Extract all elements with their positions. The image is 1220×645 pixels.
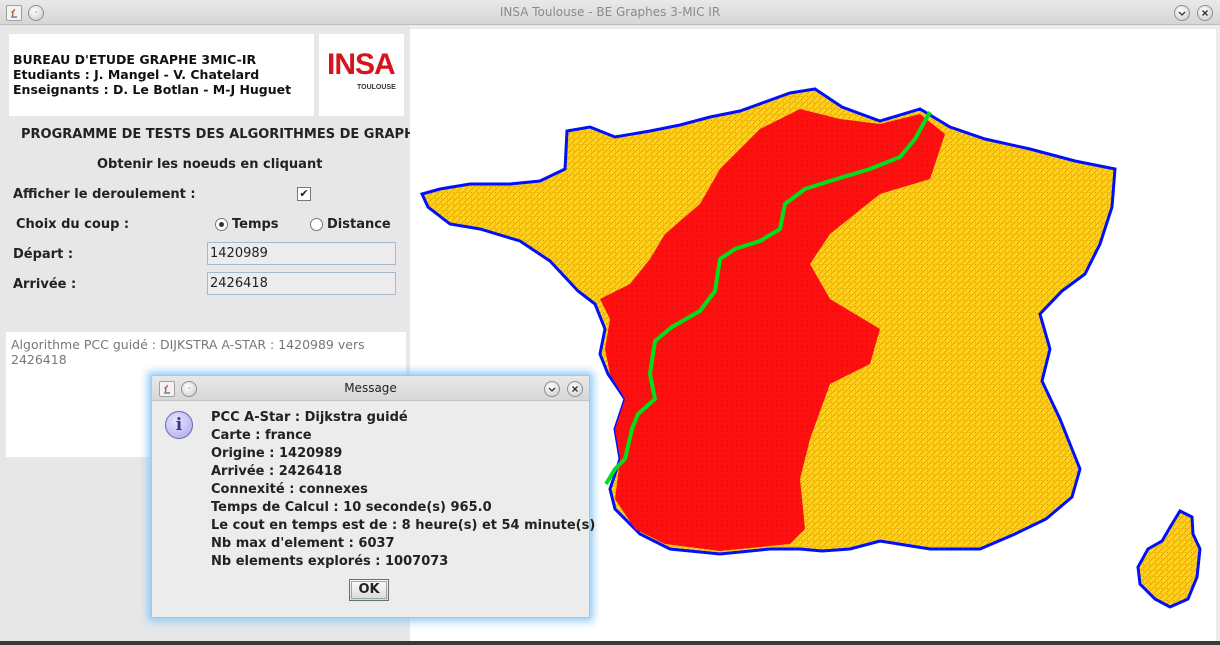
window-menu-button[interactable]: · <box>28 5 44 21</box>
checkmark-icon: ✔ <box>299 187 309 200</box>
msg-line-max-elements: Nb max d'element : 6037 <box>211 536 395 551</box>
program-title: PROGRAMME DE TESTS DES ALGORITHMES DE GR… <box>21 127 424 142</box>
chevron-down-icon <box>1178 11 1186 16</box>
radio-temps-label[interactable]: Temps <box>232 217 279 232</box>
radio-distance[interactable] <box>310 218 323 231</box>
dot-icon: · <box>187 383 191 394</box>
logo-subtext: TOULOUSE <box>357 84 396 91</box>
header-text: BUREAU D'ETUDE GRAPHE 3MIC-IR Etudiants … <box>13 52 291 97</box>
dialog-titlebar[interactable]: · Message <box>152 376 589 401</box>
close-icon <box>1202 10 1208 16</box>
dot-icon: · <box>34 7 38 18</box>
java-app-icon[interactable] <box>6 5 22 21</box>
msg-line-connexity: Connexité : connexes <box>211 482 368 497</box>
show-progress-checkbox[interactable]: ✔ <box>297 187 311 201</box>
msg-line-origin: Origine : 1420989 <box>211 446 343 461</box>
france-road-map[interactable] <box>410 29 1216 641</box>
close-icon <box>572 386 578 392</box>
end-node-field[interactable]: 2426418 <box>207 272 396 295</box>
ok-button[interactable]: OK <box>349 579 389 601</box>
dialog-minimize-button[interactable] <box>544 381 560 397</box>
chevron-down-icon <box>548 387 556 392</box>
dialog-title: Message <box>344 381 397 395</box>
start-label: Départ : <box>13 247 74 262</box>
radio-distance-label[interactable]: Distance <box>327 217 391 232</box>
cost-label: Choix du coup : <box>16 217 130 232</box>
header-info-box: BUREAU D'ETUDE GRAPHE 3MIC-IR Etudiants … <box>9 34 314 116</box>
log-text: Algorithme PCC guidé : DIJKSTRA A-STAR :… <box>11 337 365 367</box>
info-icon: i <box>165 411 193 439</box>
dense-road-region <box>600 109 945 551</box>
msg-line-destination: Arrivée : 2426418 <box>211 464 343 479</box>
header-line-3: Enseignants : D. Le Botlan - M-J Huguet <box>13 82 292 97</box>
msg-line-algo: PCC A-Star : Dijkstra guidé <box>211 410 408 425</box>
msg-line-explored: Nb elements explorés : 1007073 <box>211 554 449 569</box>
start-node-field[interactable]: 1420989 <box>207 242 396 265</box>
logo-text: INSA <box>327 48 396 81</box>
click-hint: Obtenir les noeuds en cliquant <box>97 157 323 172</box>
shortest-path <box>604 111 932 486</box>
java-app-icon[interactable] <box>159 381 175 397</box>
window-titlebar[interactable]: · INSA Toulouse - BE Graphes 3-MIC IR <box>0 0 1220 25</box>
show-progress-label: Afficher le deroulement : <box>13 187 196 202</box>
minimize-button[interactable] <box>1174 5 1190 21</box>
msg-line-cost: Le cout en temps est de : 8 heure(s) et … <box>211 518 596 533</box>
dialog-menu-button[interactable]: · <box>181 381 197 397</box>
msg-line-map: Carte : france <box>211 428 312 443</box>
window-title: INSA Toulouse - BE Graphes 3-MIC IR <box>499 5 721 19</box>
header-line-1: BUREAU D'ETUDE GRAPHE 3MIC-IR <box>13 52 257 67</box>
header-line-2: Etudiants : J. Mangel - V. Chatelard <box>13 67 260 82</box>
insa-logo: INSA TOULOUSE <box>319 34 404 116</box>
msg-line-compute-time: Temps de Calcul : 10 seconde(s) 965.0 <box>211 500 492 515</box>
dialog-close-button[interactable] <box>567 381 583 397</box>
close-button[interactable] <box>1197 5 1213 21</box>
map-canvas[interactable] <box>410 29 1216 641</box>
corsica <box>1136 509 1202 609</box>
end-label: Arrivée : <box>13 277 77 292</box>
message-dialog[interactable]: · Message i PCC A-Star : Dijkstra guidé … <box>151 375 595 618</box>
radio-temps[interactable] <box>215 218 228 231</box>
